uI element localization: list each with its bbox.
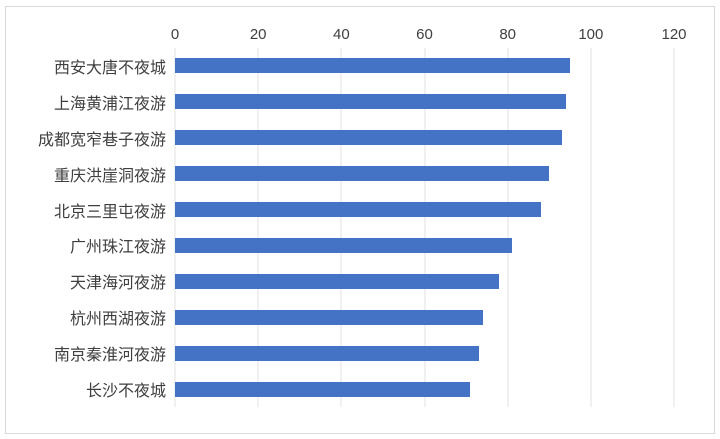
category-label: 南京秦淮河夜游 bbox=[53, 347, 166, 365]
bar bbox=[175, 202, 541, 218]
x-axis-tick-label: 80 bbox=[499, 26, 516, 43]
category-label: 重庆洪崖洞夜游 bbox=[53, 167, 166, 185]
gridline bbox=[507, 48, 509, 407]
bar-row bbox=[175, 228, 674, 264]
bar-rows-layer bbox=[175, 48, 674, 407]
category-label: 北京三里屯夜游 bbox=[53, 203, 166, 221]
bar bbox=[175, 309, 483, 325]
y-axis-category-labels: 西安大唐不夜城 上海黄浦江夜游成都宽窄巷子夜游重庆洪崖洞夜游 北京三里屯夜游广州珠江… bbox=[8, 48, 166, 407]
category-label: 上海黄浦江夜游 bbox=[53, 95, 166, 113]
gridline bbox=[673, 48, 675, 407]
bar bbox=[175, 345, 479, 361]
category-label: 广州珠江夜游 bbox=[69, 239, 166, 257]
bar bbox=[175, 130, 562, 146]
x-axis-tick-label: 100 bbox=[578, 26, 604, 43]
bar-row bbox=[175, 299, 674, 335]
category-label: 天津海河夜游 bbox=[69, 275, 166, 293]
x-axis: 0 20 40 60 80 100 120 bbox=[171, 26, 687, 44]
bar-row bbox=[175, 156, 674, 192]
gridline bbox=[590, 48, 592, 407]
bar-row bbox=[175, 192, 674, 228]
bar bbox=[175, 381, 471, 397]
bar bbox=[175, 273, 500, 289]
plot-area bbox=[174, 48, 675, 407]
bar bbox=[175, 94, 566, 110]
x-axis-tick-label: 0 bbox=[170, 26, 180, 43]
bar bbox=[175, 58, 571, 74]
bar bbox=[175, 166, 550, 182]
bar-row bbox=[175, 120, 674, 156]
bar-row bbox=[175, 371, 674, 407]
gridline bbox=[257, 48, 259, 407]
gridline bbox=[340, 48, 342, 407]
x-axis-tick-label: 20 bbox=[249, 26, 267, 43]
bar-row bbox=[175, 335, 674, 371]
category-label: 西安大唐不夜城 bbox=[53, 59, 166, 77]
bar bbox=[175, 237, 512, 253]
x-axis-tick-label: 120 bbox=[661, 26, 687, 43]
bar-row bbox=[175, 48, 674, 84]
gridline bbox=[174, 48, 176, 407]
category-label: 长沙不夜城 bbox=[85, 383, 166, 401]
x-axis-tick-label: 60 bbox=[416, 26, 433, 43]
x-axis-tick-label: 40 bbox=[332, 26, 350, 43]
gridline bbox=[424, 48, 425, 407]
category-label: 杭州西湖夜游 bbox=[69, 311, 166, 329]
bar-row bbox=[175, 263, 674, 299]
category-label: 成都宽窄巷子夜游 bbox=[37, 131, 166, 149]
bar-row bbox=[175, 84, 674, 120]
chart-frame bbox=[5, 6, 715, 434]
